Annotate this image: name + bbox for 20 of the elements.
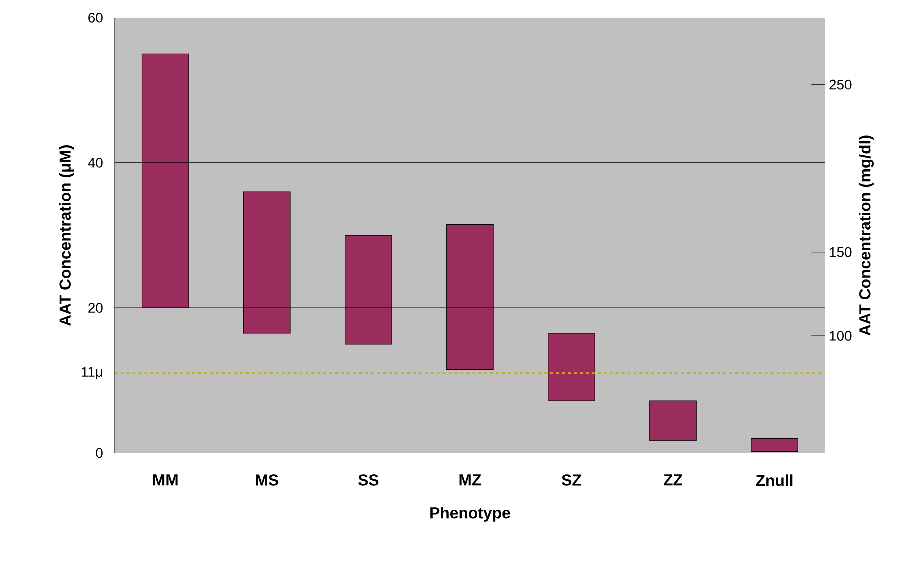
x-tick-label: SS <box>358 474 379 486</box>
y-tick-label: 40 <box>88 158 103 168</box>
y-tick-label: 20 <box>88 303 103 314</box>
y-tick-label: 60 <box>88 13 103 24</box>
x-tick-label: ZZ <box>664 474 682 486</box>
x-tick-label: Znull <box>756 474 793 487</box>
y2-tick-label: 100 <box>830 331 852 342</box>
bar <box>548 333 596 402</box>
y2-axis-title: AAT Concentration (mg/dl) <box>859 136 874 336</box>
x-tick-label: SZ <box>562 474 582 486</box>
y-axis-title: AAT Concentration (μM) <box>59 146 74 326</box>
y2-tick-label: 250 <box>830 80 852 90</box>
bar <box>650 400 697 442</box>
x-axis-title: Phenotype <box>430 507 510 522</box>
x-tick-label: MM <box>153 474 178 486</box>
y-tick-label: 0 <box>96 448 103 458</box>
x-tick-label: MS <box>256 474 278 486</box>
x-tick-label: MZ <box>460 474 482 486</box>
y-tick-label: 11μ <box>82 368 102 380</box>
y2-tick-label: 150 <box>830 248 852 258</box>
